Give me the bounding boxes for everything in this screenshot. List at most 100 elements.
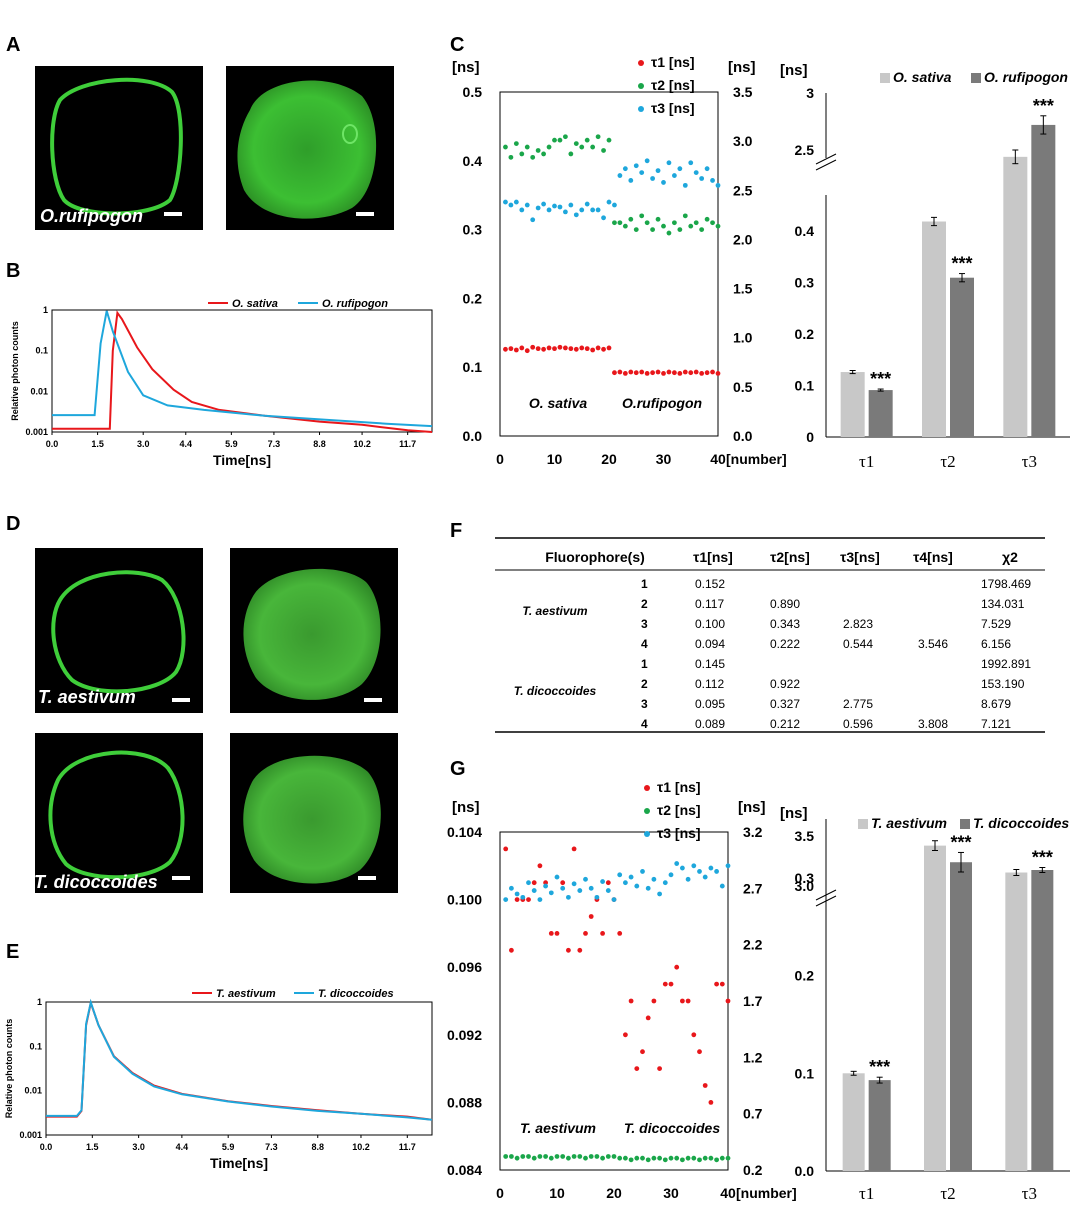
table-header-cell: Fluorophore(s) (545, 549, 645, 565)
data-point (530, 154, 536, 160)
data-point (531, 880, 537, 886)
data-point (526, 1154, 531, 1159)
data-point (600, 931, 605, 936)
data-point (509, 885, 514, 891)
legend-swatch (858, 819, 868, 829)
data-point (655, 369, 661, 375)
data-point (633, 163, 639, 169)
table-cell: 0.922 (770, 677, 800, 691)
bar-τ2-1 (950, 862, 972, 1171)
data-point (697, 869, 702, 874)
right-tick-label: 3.5 (733, 84, 753, 100)
data-point (714, 981, 719, 987)
category-label: τ3 (1022, 1184, 1037, 1203)
micrograph-d2-cross-section (35, 733, 203, 893)
category-label: τ3 (1022, 452, 1037, 471)
y-tick-label: 3 (806, 85, 814, 101)
x-axis-unit: [number] (726, 451, 787, 467)
chart-c-scatter: 0.5 0.4 0.3 0.2 0.1 0.0 3.5 3.0 2.5 2.0 1.5 1.0 0.5 0… (452, 54, 787, 467)
data-point (640, 1049, 645, 1055)
data-point (584, 346, 590, 352)
data-point (560, 880, 566, 886)
data-point (697, 1049, 702, 1055)
data-point (661, 370, 666, 376)
data-point (644, 158, 650, 164)
data-point (628, 216, 634, 222)
right-tick-label: 3.2 (743, 824, 763, 840)
data-point (563, 345, 568, 351)
data-point (623, 880, 628, 886)
x-tick-label: 30 (656, 451, 672, 467)
data-point (699, 227, 705, 233)
data-point (662, 1157, 668, 1163)
data-point (640, 1155, 645, 1161)
data-point (704, 216, 710, 222)
data-point (693, 220, 699, 226)
data-point (710, 178, 715, 183)
data-point (645, 885, 651, 891)
data-point (541, 151, 546, 157)
table-cell: 0.095 (695, 697, 725, 711)
data-point (714, 1157, 719, 1163)
data-point (519, 151, 525, 157)
legend-label: τ2 [ns] (651, 77, 695, 93)
right-tick-label: 3.0 (733, 133, 753, 149)
legend-marker (644, 808, 650, 814)
data-point (548, 931, 554, 936)
micrograph-a-cross-section (35, 66, 203, 230)
legend-marker (638, 60, 644, 66)
group-label: T. dicoccoides (624, 1120, 720, 1136)
table-cell: 2.823 (843, 617, 873, 631)
x-tick-label: 4.4 (180, 439, 193, 449)
data-point (579, 345, 585, 351)
data-point (530, 217, 536, 223)
table-cell: 153.190 (981, 677, 1025, 691)
data-point (595, 345, 601, 351)
data-point (601, 215, 606, 221)
data-point (677, 227, 683, 233)
data-point (606, 345, 612, 351)
table-cell: 3 (641, 617, 648, 631)
data-point (710, 220, 715, 226)
y-tick-label: 0 (806, 429, 814, 445)
table-header-cell: τ4[ns] (913, 549, 953, 565)
data-point (688, 223, 694, 229)
right-tick-label: 1.5 (733, 281, 753, 297)
data-point (623, 1155, 628, 1161)
data-point (644, 220, 650, 226)
data-point (543, 883, 548, 889)
data-point (691, 863, 697, 869)
data-point (674, 1155, 680, 1161)
y-tick-label: 0.001 (25, 427, 48, 437)
data-point (557, 204, 563, 210)
data-point (708, 865, 714, 871)
y-tick-label: 0.01 (30, 386, 48, 396)
data-point (588, 1154, 594, 1159)
data-point (548, 1155, 554, 1161)
micrograph-d1-surface (230, 548, 398, 713)
data-point (714, 869, 719, 874)
table-cell: 3.546 (918, 637, 948, 651)
legend-marker (638, 106, 644, 112)
data-point (682, 213, 688, 219)
data-point (573, 141, 579, 147)
data-point (623, 1032, 628, 1038)
data-point (628, 998, 634, 1004)
data-point (560, 885, 566, 891)
significance-marker: *** (950, 832, 971, 852)
data-point (651, 1155, 657, 1161)
data-point (590, 207, 596, 213)
data-point (577, 947, 583, 953)
series-line-1 (52, 310, 433, 428)
legend-label: τ2 [ns] (657, 802, 701, 818)
data-point (546, 207, 552, 213)
data-point (715, 182, 721, 188)
data-point (579, 207, 585, 213)
data-point (595, 134, 601, 140)
bar-τ1-1 (868, 390, 893, 437)
data-point (537, 897, 543, 902)
data-point (682, 182, 688, 188)
table-cell: 7.121 (981, 717, 1011, 731)
data-point (543, 1154, 548, 1159)
x-tick-label: 10 (549, 1185, 565, 1201)
